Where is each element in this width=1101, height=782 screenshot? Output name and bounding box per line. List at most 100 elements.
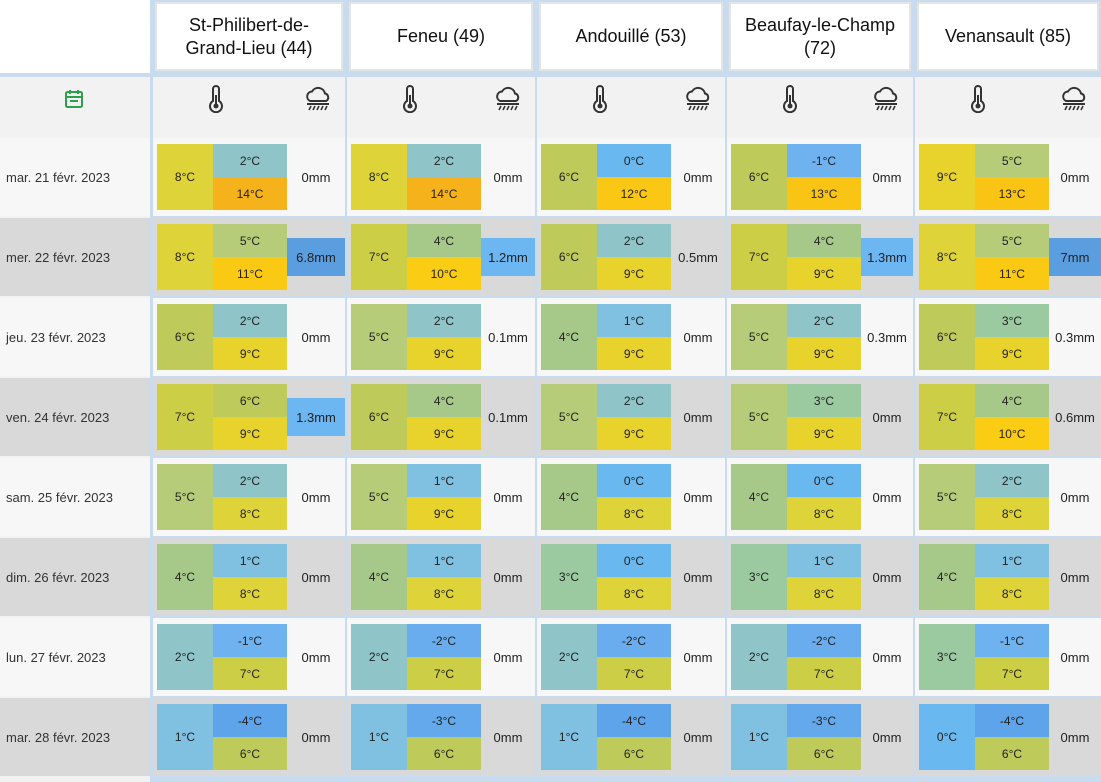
max-temp: 10°C xyxy=(975,417,1049,450)
max-temp: 8°C xyxy=(407,577,481,610)
min-temp: 4°C xyxy=(975,384,1049,417)
rain-amount: 0mm xyxy=(301,729,331,745)
date-label: mar. 21 févr. 2023 xyxy=(6,169,111,185)
mean-temp: 2°C xyxy=(157,624,213,690)
max-temp: 9°C xyxy=(407,337,481,370)
max-temp: 9°C xyxy=(597,337,671,370)
row-bg xyxy=(0,138,150,216)
rain-amount: 0mm xyxy=(1060,569,1090,585)
min-temp: 5°C xyxy=(975,224,1049,257)
row-bg xyxy=(0,538,150,616)
max-temp: 8°C xyxy=(213,497,287,530)
max-temp: 6°C xyxy=(975,737,1049,770)
max-temp: 10°C xyxy=(407,257,481,290)
rain-amount: 1.3mm xyxy=(861,238,913,276)
row-bg xyxy=(0,458,150,536)
mean-temp: 5°C xyxy=(731,384,787,450)
min-temp: 2°C xyxy=(213,144,287,177)
location-header: Feneu (49) xyxy=(349,2,533,71)
min-temp: 4°C xyxy=(787,224,861,257)
rain-amount: 0mm xyxy=(1060,729,1090,745)
thermometer-icon xyxy=(589,85,611,113)
max-temp: 9°C xyxy=(213,417,287,450)
max-temp: 11°C xyxy=(213,257,287,290)
max-temp: 6°C xyxy=(407,737,481,770)
max-temp: 11°C xyxy=(975,257,1049,290)
max-temp: 14°C xyxy=(407,177,481,210)
min-temp: 3°C xyxy=(975,304,1049,337)
rain-amount: 0mm xyxy=(1060,649,1090,665)
min-temp: 1°C xyxy=(407,464,481,497)
min-temp: 1°C xyxy=(407,544,481,577)
rain-amount: 0mm xyxy=(683,169,713,185)
mean-temp: 6°C xyxy=(919,304,975,370)
rain-amount: 0mm xyxy=(301,329,331,345)
rain-amount: 0mm xyxy=(872,169,902,185)
rain-amount: 0mm xyxy=(872,649,902,665)
min-temp: 1°C xyxy=(975,544,1049,577)
max-temp: 9°C xyxy=(787,337,861,370)
max-temp: 14°C xyxy=(213,177,287,210)
min-temp: 3°C xyxy=(787,384,861,417)
rain-amount: 0mm xyxy=(683,729,713,745)
rain-icon xyxy=(871,85,901,113)
max-temp: 13°C xyxy=(787,177,861,210)
thermometer-icon xyxy=(967,85,989,113)
mean-temp: 1°C xyxy=(351,704,407,770)
mean-temp: 8°C xyxy=(351,144,407,210)
min-temp: 2°C xyxy=(597,384,671,417)
rain-icon xyxy=(303,85,333,113)
mean-temp: 1°C xyxy=(731,704,787,770)
min-temp: 0°C xyxy=(597,544,671,577)
max-temp: 7°C xyxy=(407,657,481,690)
thermometer-icon xyxy=(779,85,801,113)
min-temp: 2°C xyxy=(407,144,481,177)
location-header: St-Philibert-de-Grand-Lieu (44) xyxy=(155,2,343,71)
min-temp: 2°C xyxy=(213,304,287,337)
min-temp: 5°C xyxy=(975,144,1049,177)
mean-temp: 4°C xyxy=(541,464,597,530)
mean-temp: 7°C xyxy=(919,384,975,450)
row-bg xyxy=(0,698,150,776)
rain-icon xyxy=(1059,85,1089,113)
mean-temp: 8°C xyxy=(157,224,213,290)
rain-amount: 0mm xyxy=(493,169,523,185)
min-temp: -1°C xyxy=(787,144,861,177)
icon-row-bg xyxy=(153,77,345,138)
max-temp: 6°C xyxy=(213,737,287,770)
mean-temp: 6°C xyxy=(541,144,597,210)
min-temp: 4°C xyxy=(407,384,481,417)
thermometer-icon xyxy=(205,85,227,113)
rain-amount: 0mm xyxy=(683,569,713,585)
rain-amount: 0mm xyxy=(683,329,713,345)
max-temp: 6°C xyxy=(787,737,861,770)
row-bg xyxy=(0,618,150,696)
rain-amount: 0mm xyxy=(301,649,331,665)
min-temp: 2°C xyxy=(597,224,671,257)
rain-icon xyxy=(683,85,713,113)
max-temp: 8°C xyxy=(975,577,1049,610)
rain-amount: 0mm xyxy=(493,729,523,745)
mean-temp: 5°C xyxy=(731,304,787,370)
max-temp: 9°C xyxy=(597,257,671,290)
min-temp: 2°C xyxy=(407,304,481,337)
max-temp: 7°C xyxy=(597,657,671,690)
rain-amount: 1.3mm xyxy=(287,398,345,436)
mean-temp: 4°C xyxy=(157,544,213,610)
location-header: Venansault (85) xyxy=(917,2,1099,71)
rain-amount: 0mm xyxy=(872,729,902,745)
rain-amount: 0mm xyxy=(683,489,713,505)
max-temp: 13°C xyxy=(975,177,1049,210)
min-temp: 4°C xyxy=(407,224,481,257)
rain-amount: 0mm xyxy=(872,489,902,505)
rain-icon xyxy=(493,85,523,113)
date-label: ven. 24 févr. 2023 xyxy=(6,409,110,425)
min-temp: -1°C xyxy=(213,624,287,657)
min-temp: 0°C xyxy=(787,464,861,497)
max-temp: 8°C xyxy=(787,577,861,610)
date-label: mer. 22 févr. 2023 xyxy=(6,249,111,265)
date-label: lun. 27 févr. 2023 xyxy=(6,649,106,665)
rain-amount: 0mm xyxy=(301,169,331,185)
rain-amount: 0mm xyxy=(872,409,902,425)
min-temp: 5°C xyxy=(213,224,287,257)
